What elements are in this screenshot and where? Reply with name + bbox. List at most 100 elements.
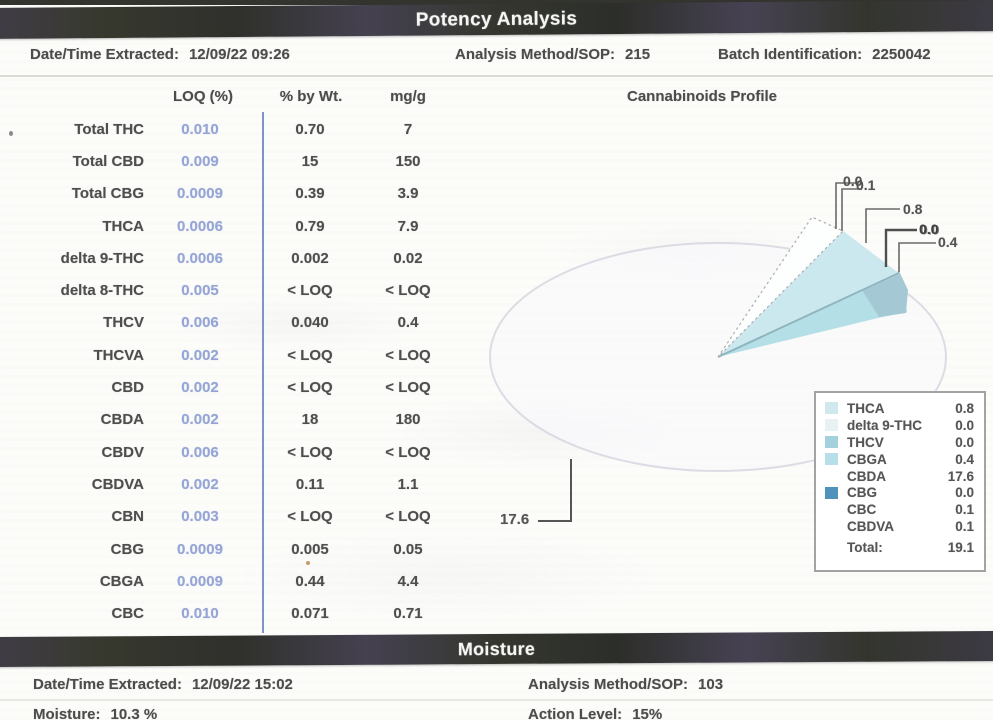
legend-value: 0.0 (955, 434, 974, 450)
potency-table-body: Total THC 0.010 0.70 7 Total CBD 0.009 15 150 To… (0, 113, 460, 630)
table-row: THCVA 0.002 < LOQ < LOQ (0, 339, 460, 371)
legend-row: delta 9-THC 0.0 (825, 417, 974, 434)
legend-row: THCA 0.8 (825, 400, 974, 417)
cell-analyte: Total THC (74, 120, 144, 138)
legend-row: CBC 0.1 (825, 501, 974, 518)
table-row: CBDA 0.002 18 180 (0, 404, 460, 436)
moisture-result: Moisture: 10.3 % (33, 706, 157, 720)
cell-analyte: CBG (110, 540, 144, 558)
cell-mgg: 180 (395, 411, 421, 429)
cell-loq: 0.0006 (177, 217, 223, 235)
cell-mgg: 4.4 (397, 572, 419, 590)
extracted-value: 12/09/22 15:02 (191, 676, 293, 693)
batch-label: Batch Identification: (718, 46, 863, 63)
legend-value: 0.1 (955, 502, 974, 518)
legend-row: THCV 0.0 (825, 434, 974, 451)
pie-legend: THCA 0.8 delta 9-THC 0.0 THCV 0.0 CBGA 0.4 CBDA 1… (814, 391, 986, 572)
cell-loq: 0.002 (181, 475, 219, 493)
cell-mgg: < LOQ (385, 443, 431, 461)
action-label: Action Level: (528, 706, 623, 720)
cell-loq: 0.0006 (177, 249, 223, 267)
legend-rows: THCA 0.8 delta 9-THC 0.0 THCV 0.0 CBGA 0.4 CBDA 1… (825, 400, 974, 535)
legend-label: delta 9-THC (847, 417, 923, 433)
legend-total-row: Total: 19.1 (825, 539, 974, 556)
legend-value: 0.8 (955, 400, 974, 416)
cell-analyte: CBC (111, 605, 145, 623)
legend-label: CBC (847, 502, 877, 518)
table-row: Total CBG 0.0009 0.39 3.9 (0, 178, 460, 210)
potency-title: Potency Analysis (415, 7, 578, 31)
legend-total-value: 19.1 (947, 540, 974, 556)
legend-swatch (825, 541, 838, 554)
legend-label: THCV (847, 434, 884, 450)
potency-batch: Batch Identification: 2250042 (718, 46, 931, 63)
cell-wt: 18 (301, 411, 319, 429)
cell-loq: 0.0009 (177, 572, 223, 590)
moisture-value: 10.3 % (110, 706, 158, 720)
cell-analyte: Total CBG (71, 185, 144, 203)
scan-speck (306, 561, 310, 565)
cell-mgg: < LOQ (385, 508, 431, 526)
table-row: Total THC 0.010 0.70 7 (0, 113, 460, 145)
cell-loq: 0.0009 (177, 185, 223, 203)
method-label: Analysis Method/SOP: (528, 676, 689, 693)
callout-line-08 (865, 208, 900, 243)
callout-line-overlap-b (841, 188, 862, 231)
table-row: CBDVA 0.002 0.11 1.1 (0, 468, 460, 500)
cell-wt: 0.39 (295, 185, 325, 203)
legend-swatch (825, 419, 838, 432)
moisture-action-level: Action Level: 15% (528, 706, 662, 720)
legend-value: 0.0 (955, 485, 974, 501)
column-header-wt: % by Wt. (279, 88, 343, 105)
legend-swatch (825, 402, 838, 415)
pie-slice-delta9 (717, 216, 845, 358)
cell-analyte: delta 8-THC (60, 282, 144, 300)
cell-analyte: CBD (111, 379, 145, 397)
moisture-label: Moisture: (33, 706, 101, 720)
moisture-section-bar: Moisture (0, 630, 993, 668)
cell-wt: 0.040 (291, 314, 329, 332)
scan-speck (9, 131, 13, 136)
divider-line (0, 75, 993, 77)
pie-slice-lower (718, 274, 907, 357)
cell-mgg: 0.05 (393, 540, 423, 558)
legend-swatch (825, 486, 838, 499)
cell-loq: 0.006 (181, 443, 219, 461)
legend-row: CBDA 17.6 (825, 468, 974, 485)
moisture-method: Analysis Method/SOP: 103 (528, 676, 723, 693)
cell-loq: 0.009 (181, 152, 219, 170)
legend-value: 0.0 (955, 417, 974, 433)
callout-line-overlap-a (835, 182, 858, 229)
cell-analyte: CBDA (100, 411, 144, 429)
cell-wt: < LOQ (287, 508, 333, 526)
column-header-mgg: mg/g (390, 88, 426, 105)
cell-analyte: Total CBD (72, 152, 144, 170)
cell-loq: 0.003 (181, 508, 219, 526)
extracted-value: 12/09/22 09:26 (188, 46, 290, 63)
legend-value: 0.4 (955, 451, 974, 467)
legend-swatch (825, 520, 838, 533)
table-row: delta 9-THC 0.0006 0.002 0.02 (0, 242, 460, 274)
legend-total-label: Total: (847, 540, 883, 556)
cell-loq: 0.0009 (177, 540, 223, 558)
table-row: CBD 0.002 < LOQ < LOQ (0, 371, 460, 403)
moisture-title: Moisture (457, 638, 536, 659)
batch-value: 2250042 (872, 46, 931, 63)
legend-value: 0.1 (955, 519, 974, 535)
table-column-divider (262, 112, 264, 633)
cell-wt: < LOQ (287, 379, 333, 397)
cell-loq: 0.010 (181, 120, 219, 138)
cell-wt: 0.79 (295, 217, 325, 235)
method-label: Analysis Method/SOP: (455, 46, 616, 63)
cell-wt: 0.70 (295, 120, 325, 138)
divider-line (0, 699, 993, 701)
legend-label: CBG (847, 485, 877, 501)
cell-loq: 0.002 (181, 346, 219, 364)
extracted-label: Date/Time Extracted: (33, 676, 182, 693)
chart-title: Cannabinoids Profile (626, 88, 777, 105)
callout-value-overlap-front: 0.1 (856, 177, 876, 193)
table-row: CBGA 0.0009 0.44 4.4 (0, 565, 460, 597)
cell-mgg: 3.9 (397, 185, 419, 203)
scan-edge-artifact (0, 0, 993, 5)
cell-wt: < LOQ (287, 443, 333, 461)
